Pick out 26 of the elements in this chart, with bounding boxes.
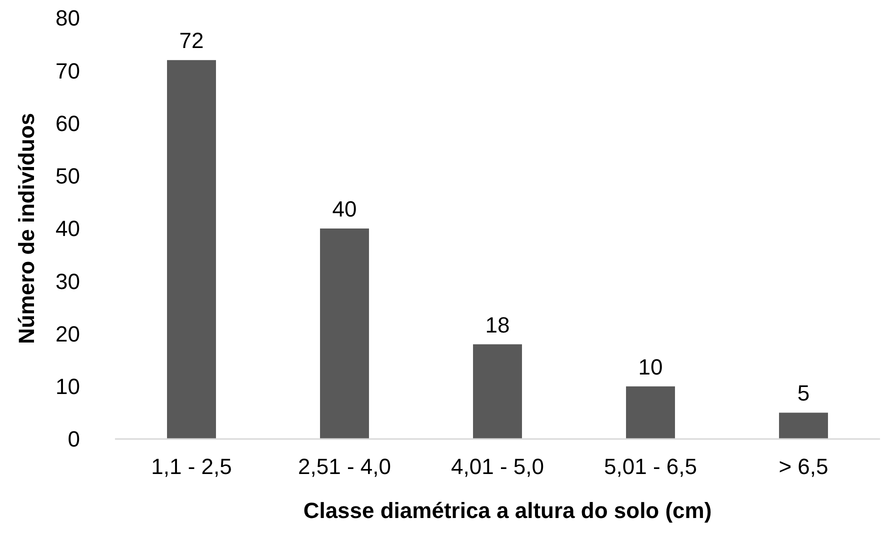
data-label: 5 bbox=[797, 380, 810, 406]
data-label: 40 bbox=[332, 196, 357, 222]
data-label: 18 bbox=[485, 312, 510, 338]
y-tick-label: 10 bbox=[56, 374, 80, 400]
bar bbox=[626, 386, 675, 439]
data-label: 10 bbox=[638, 354, 663, 380]
x-tick-label: 1,1 - 2,5 bbox=[151, 454, 232, 479]
y-tick-label: 0 bbox=[68, 426, 80, 452]
x-tick-label: 5,01 - 6,5 bbox=[604, 454, 697, 479]
y-tick-label: 30 bbox=[56, 268, 80, 294]
bar bbox=[473, 344, 522, 439]
bar bbox=[779, 412, 828, 439]
x-tick-label: 4,01 - 5,0 bbox=[451, 454, 544, 479]
data-label: 72 bbox=[179, 28, 204, 54]
x-tick-label: 2,51 - 4,0 bbox=[298, 454, 391, 479]
y-tick-label: 70 bbox=[56, 58, 80, 84]
x-axis-title: Classe diamétrica a altura do solo (cm) bbox=[303, 498, 712, 523]
y-tick-label: 50 bbox=[56, 164, 80, 189]
y-tick-label: 80 bbox=[56, 6, 80, 31]
x-tick-label: > 6,5 bbox=[778, 454, 828, 479]
y-tick-label: 20 bbox=[56, 321, 80, 346]
y-tick-label: 60 bbox=[56, 110, 80, 136]
y-axis-title: Número de indivíduos bbox=[14, 112, 39, 344]
bar bbox=[320, 228, 369, 439]
bar bbox=[167, 60, 216, 439]
y-tick-label: 40 bbox=[56, 216, 80, 242]
